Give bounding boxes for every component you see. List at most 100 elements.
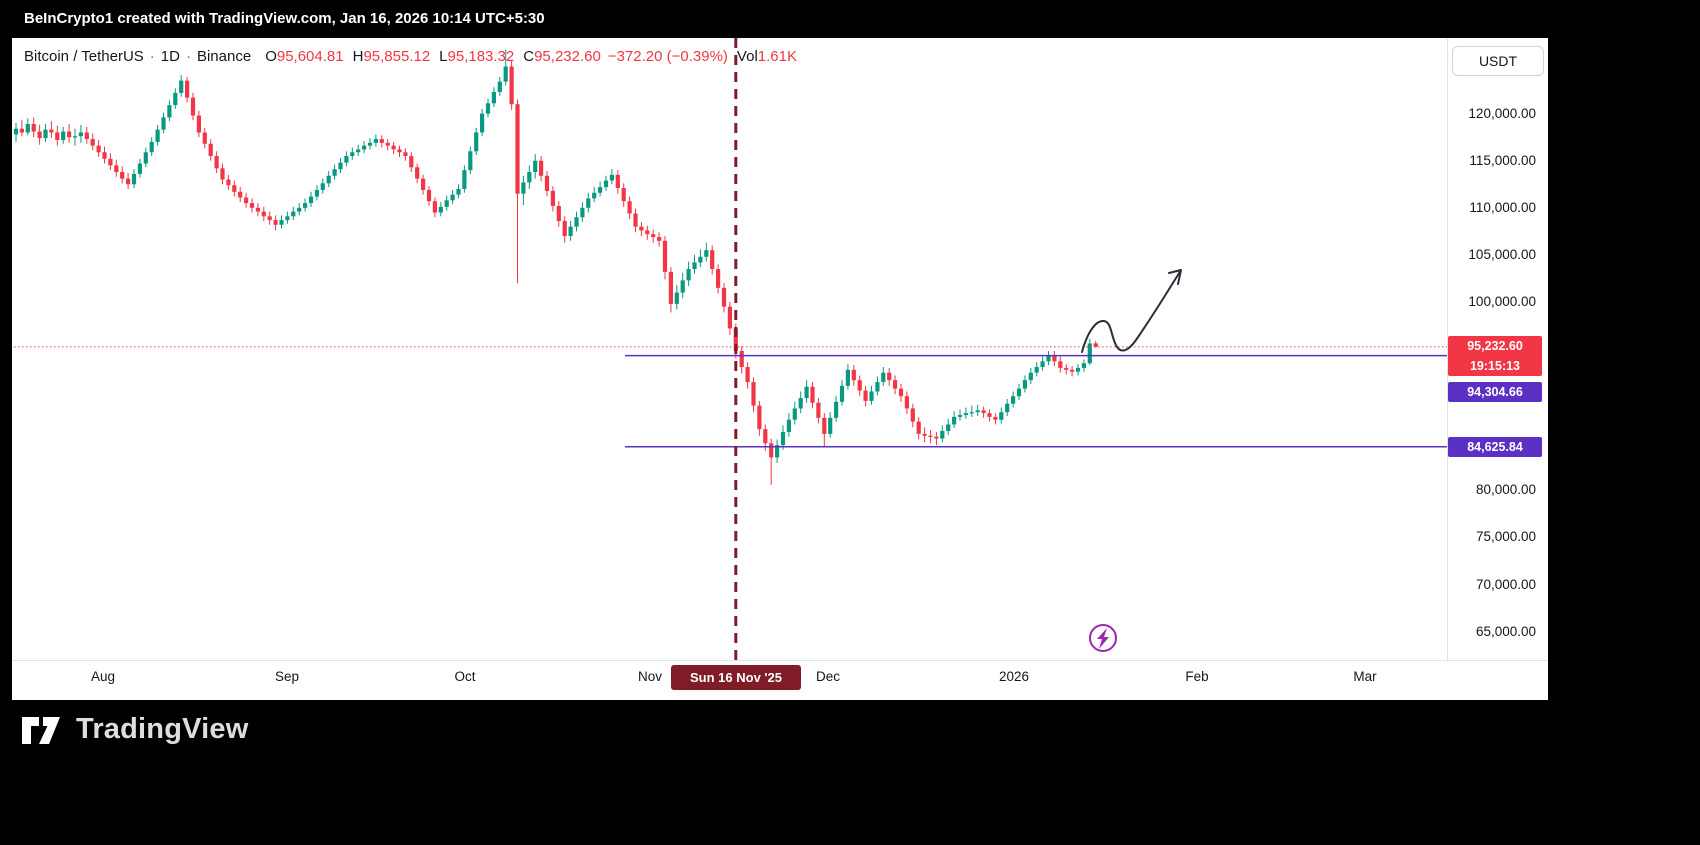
candlestick-chart[interactable]	[12, 38, 1447, 660]
candle	[261, 206, 266, 222]
candle	[645, 225, 650, 240]
price-axis-label: 75,000.00	[1475, 529, 1536, 545]
candle	[102, 146, 107, 164]
candle	[249, 198, 255, 213]
currency-toggle-button[interactable]: USDT	[1452, 46, 1544, 76]
candle	[1093, 341, 1098, 348]
tradingview-logo[interactable]: TradingView	[20, 712, 249, 746]
time-axis-label: Oct	[454, 669, 476, 684]
candle	[1005, 399, 1010, 416]
candle	[356, 144, 361, 157]
candle	[657, 232, 662, 247]
candle	[1081, 359, 1086, 372]
chart-legend: Bitcoin / TetherUS · 1D · Binance O95,604.81 H…	[24, 48, 797, 65]
tradingview-logo-text: TradingView	[76, 712, 249, 745]
price-axis[interactable]: 120,000.00 115,000.00 110,000.00 105,000.00…	[1447, 38, 1548, 660]
candle	[279, 215, 284, 229]
candle	[474, 127, 479, 156]
chart-panel: Bitcoin / TetherUS · 1D · Binance O95,604.81 H…	[12, 38, 1548, 700]
candle	[255, 203, 260, 217]
candle	[338, 157, 343, 173]
candle	[72, 128, 78, 146]
candle	[137, 158, 142, 178]
price-axis-label: 80,000.00	[1475, 482, 1536, 498]
candle	[580, 202, 585, 222]
price-axis-label: 100,000.00	[1468, 294, 1536, 309]
candle	[857, 375, 862, 397]
candle	[149, 137, 154, 157]
tradingview-logo-icon	[22, 717, 60, 744]
candle	[108, 153, 113, 171]
candle	[179, 75, 184, 97]
price-axis-divider	[1447, 38, 1448, 660]
candle	[562, 216, 567, 243]
candle	[993, 413, 998, 425]
volume-value: 1.61K	[757, 48, 797, 65]
candle	[456, 184, 461, 199]
candle	[1016, 383, 1022, 400]
candle	[816, 398, 821, 424]
candle	[303, 198, 308, 212]
lightning-marker[interactable]	[1089, 624, 1117, 652]
interval-label[interactable]: 1D	[160, 48, 180, 65]
candle	[1075, 364, 1081, 376]
candle	[910, 403, 915, 428]
candle	[822, 413, 827, 448]
trend-arrow-drawing[interactable]	[1081, 269, 1182, 353]
candle	[161, 112, 166, 134]
candle	[981, 406, 986, 418]
time-axis-label: 2026	[998, 669, 1030, 684]
candle	[379, 135, 384, 148]
candle	[680, 272, 685, 299]
candle	[662, 236, 668, 280]
candle	[131, 169, 137, 189]
symbol-title[interactable]: Bitcoin / TetherUS	[24, 48, 144, 65]
candle	[704, 242, 709, 262]
candle	[952, 411, 957, 429]
candle	[828, 412, 833, 438]
candle	[84, 126, 89, 144]
candle	[362, 140, 367, 154]
candle	[155, 124, 160, 146]
candle	[869, 385, 874, 405]
price-axis-label: 105,000.00	[1468, 246, 1536, 262]
open-value: 95,604.81	[276, 48, 344, 65]
candle	[297, 203, 302, 216]
candle	[898, 383, 904, 402]
volume-label: Vol	[736, 48, 758, 65]
change-value: −372.20 (−0.39%)	[607, 48, 728, 65]
candle	[810, 382, 815, 409]
time-axis[interactable]: Aug Sep Oct Nov Dec 2026 Feb Mar	[12, 660, 1447, 700]
candle	[114, 159, 119, 177]
candle	[497, 76, 502, 96]
candle	[893, 375, 898, 395]
candle	[533, 154, 538, 179]
candle	[698, 249, 703, 268]
candle	[550, 186, 555, 212]
candle	[450, 189, 455, 205]
candle	[692, 254, 697, 274]
candle	[244, 192, 249, 208]
candle	[1087, 338, 1092, 366]
candle	[839, 380, 845, 406]
candle	[627, 196, 632, 220]
candle	[285, 211, 290, 224]
candle	[37, 124, 42, 145]
time-axis-label: Feb	[1185, 669, 1209, 684]
candle	[780, 425, 786, 450]
candle	[385, 139, 390, 151]
candle	[686, 261, 691, 286]
candle	[421, 174, 426, 195]
candle	[31, 117, 36, 138]
candle	[185, 76, 190, 103]
candle	[214, 151, 219, 173]
current-price-tag: 95,232.60	[1448, 336, 1542, 357]
candle	[438, 202, 443, 217]
candle	[940, 425, 945, 443]
candle	[969, 405, 974, 417]
candle	[916, 416, 921, 440]
candle	[326, 171, 331, 188]
candle	[444, 195, 449, 211]
candle	[769, 438, 774, 485]
candle	[934, 431, 939, 446]
